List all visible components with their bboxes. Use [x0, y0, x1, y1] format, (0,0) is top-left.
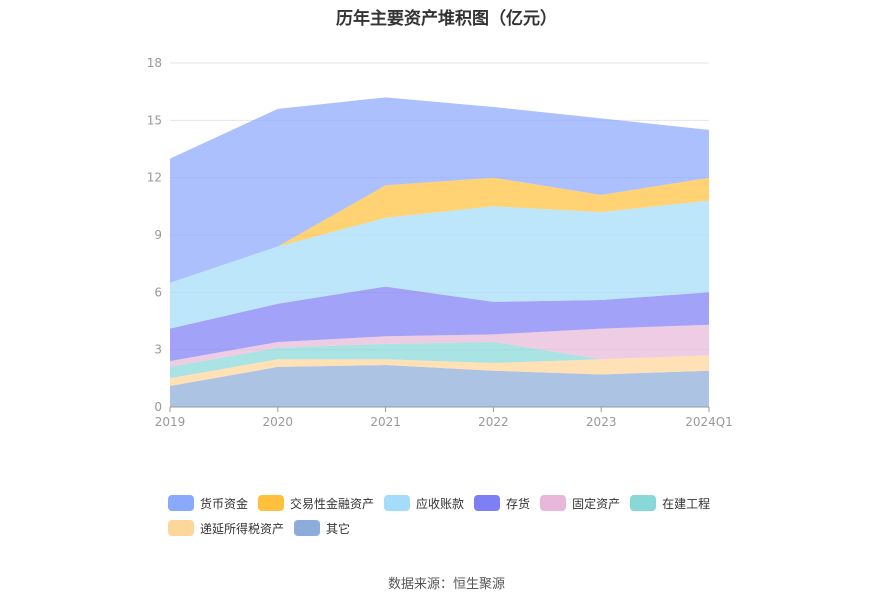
x-tick-label: 2019 [155, 415, 186, 429]
legend: 货币资金 交易性金融资产 应收账款 存货 固定资产 在建工程递延所得税资产 其它 [168, 494, 768, 537]
legend-item[interactable]: 存货 [474, 494, 530, 512]
area-series-4 [170, 286, 709, 362]
area-series-6 [170, 177, 709, 283]
legend-swatch [630, 495, 657, 511]
legend-swatch [294, 520, 321, 536]
y-tick-label: 9 [154, 228, 162, 242]
legend-item[interactable]: 应收账款 [384, 494, 464, 512]
legend-item[interactable]: 固定资产 [540, 494, 620, 512]
axes: 0 3 6 9 12 15 18 2019 2020 2021 2022 2023 2024Q1 [147, 56, 733, 429]
x-tick-label: 2023 [586, 415, 617, 429]
area-series [170, 97, 709, 407]
x-tick-label: 2024Q1 [685, 415, 733, 429]
legend-item[interactable]: 递延所得税资产 [168, 519, 284, 537]
legend-label: 存货 [506, 496, 531, 511]
area-series-5 [170, 200, 709, 329]
legend-label: 应收账款 [416, 496, 465, 511]
legend-label: 在建工程 [662, 496, 711, 511]
y-tick-label: 3 [154, 343, 162, 357]
legend-swatch [540, 495, 567, 511]
legend-swatch [168, 495, 194, 511]
area-series-1 [170, 355, 709, 386]
area-series-3 [170, 324, 709, 367]
legend-label: 其它 [326, 521, 351, 536]
legend-label: 货币资金 [200, 496, 249, 511]
area-series-0 [170, 365, 709, 407]
area-series-2 [170, 342, 709, 379]
area-series-7 [170, 97, 709, 283]
data-source-note: 数据来源：恒生聚源 [387, 577, 505, 592]
x-tick-label: 2020 [263, 415, 294, 429]
y-tick-label: 6 [154, 285, 162, 299]
y-tick-label: 18 [147, 56, 162, 70]
legend-item[interactable]: 在建工程 [630, 494, 710, 512]
legend-item[interactable]: 其它 [294, 519, 350, 537]
legend-label: 固定资产 [572, 496, 621, 511]
legend-swatch [474, 495, 501, 511]
legend-swatch [258, 495, 285, 511]
legend-item[interactable]: 货币资金 [168, 494, 248, 512]
y-tick-label: 15 [147, 113, 162, 127]
x-tick-label: 2021 [370, 415, 401, 429]
legend-label: 递延所得税资产 [200, 521, 285, 536]
legend-label: 交易性金融资产 [290, 496, 375, 511]
chart-title: 历年主要资产堆积图（亿元） [336, 9, 557, 29]
legend-swatch [384, 495, 411, 511]
y-tick-label: 12 [147, 171, 162, 185]
y-tick-label: 0 [154, 400, 162, 414]
legend-swatch [168, 520, 194, 536]
legend-item[interactable]: 交易性金融资产 [258, 494, 374, 512]
x-tick-label: 2022 [478, 415, 509, 429]
